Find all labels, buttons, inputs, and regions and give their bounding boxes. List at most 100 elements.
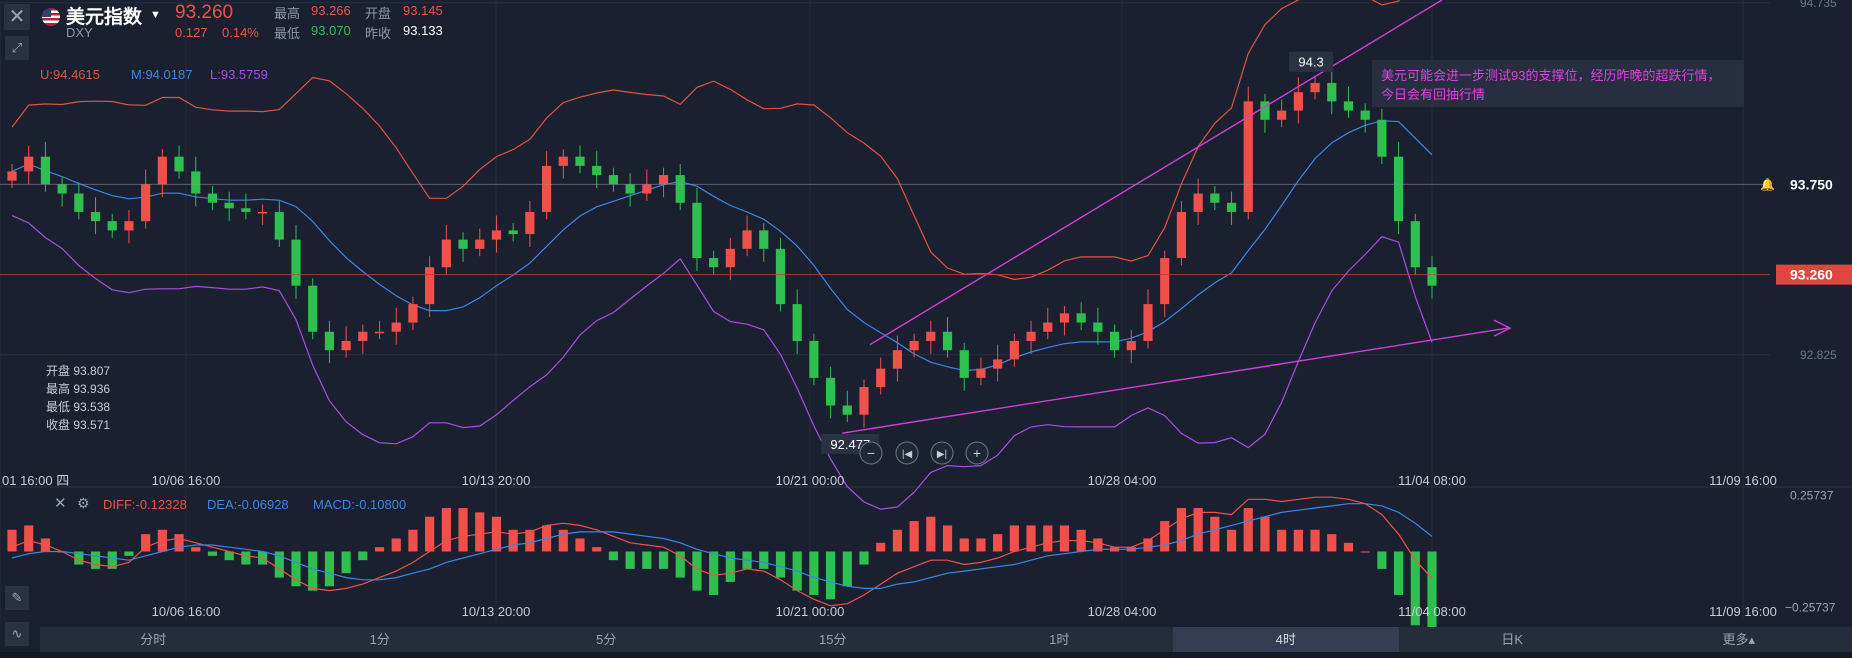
instrument-title[interactable]: 美元指数 xyxy=(66,7,143,28)
tab-more[interactable]: 更多▴ xyxy=(1722,632,1756,647)
candle-body xyxy=(942,331,953,351)
macd-histogram-bar xyxy=(1143,538,1153,552)
macd-histogram-bar xyxy=(1427,551,1437,636)
candle-body xyxy=(1293,92,1303,111)
draw-tool-icon[interactable]: ⤢ xyxy=(5,36,29,60)
diff-line xyxy=(11,496,1433,607)
candle-body xyxy=(40,156,51,185)
macd-histogram-bar xyxy=(942,525,953,552)
skip-back-icon: |◀ xyxy=(902,449,913,460)
macd-histogram-bar xyxy=(592,547,602,552)
tab-timeshare[interactable]: 分时 xyxy=(140,632,167,647)
tab-daily[interactable]: 日K xyxy=(1501,632,1524,647)
macd-histogram-bar xyxy=(993,534,1003,552)
x-tick-label: 10/28 04:00 xyxy=(1088,473,1157,488)
candle-body xyxy=(191,171,201,194)
macd-histogram-bar xyxy=(324,551,335,587)
trend-lines xyxy=(842,0,1512,434)
macd-histogram-bar xyxy=(1410,551,1420,626)
scroll-end-button[interactable] xyxy=(930,441,954,465)
macd-histogram-bar xyxy=(608,551,619,561)
min-label: 92.477 xyxy=(830,437,870,452)
candle-body xyxy=(558,156,568,166)
prev-close-value: 93.133 xyxy=(403,23,443,38)
candle-body xyxy=(441,239,451,268)
close-button[interactable]: ✕ xyxy=(4,4,30,30)
candle-body xyxy=(1059,313,1070,323)
macd-histogram-bar xyxy=(274,551,284,578)
macd-histogram-bar xyxy=(575,538,585,552)
annotation-box[interactable] xyxy=(1372,60,1744,107)
boll-upper-legend: U:94.4615 xyxy=(40,67,100,82)
candle-body xyxy=(892,350,903,369)
candle-body xyxy=(1226,202,1237,212)
candle-body xyxy=(1377,119,1387,157)
tab-1min[interactable]: 1分 xyxy=(369,632,390,647)
boll-lower-legend: L:93.5759 xyxy=(210,67,268,82)
macd-histogram-bar xyxy=(1293,529,1303,552)
candle-body xyxy=(1193,193,1203,212)
x-tick-label: 01 16:00 四 xyxy=(2,473,69,488)
macd-histogram-bar xyxy=(642,551,652,569)
macd-histogram-bar xyxy=(909,521,919,552)
macd-histogram-bar xyxy=(24,525,34,552)
candle-body xyxy=(709,258,719,268)
candle-body xyxy=(1310,82,1320,93)
candle-body xyxy=(775,248,786,305)
macd-histogram-bar xyxy=(859,551,869,565)
tab-4hour[interactable]: 4时 xyxy=(1172,627,1399,652)
macd-x-tick-label: 10/21 00:00 xyxy=(776,604,845,619)
indicator-icon[interactable]: ∿ xyxy=(5,622,29,646)
macd-histogram-bar xyxy=(1327,534,1337,552)
max-label: 94.3 xyxy=(1298,55,1323,70)
zoom-in-button[interactable] xyxy=(965,441,989,465)
macd-histogram-bar xyxy=(692,551,702,591)
high-label: 最高 xyxy=(274,6,301,21)
macd-histogram-bar xyxy=(408,529,418,552)
candle-body xyxy=(625,184,635,194)
pen-icon[interactable]: ✎ xyxy=(5,586,29,610)
tab-5min[interactable]: 5分 xyxy=(596,632,617,647)
candle-body xyxy=(1260,101,1270,120)
annotation-line-2: 今日会有回抽行情 xyxy=(1381,87,1485,102)
macd-panel: 0.25737 −0.25737 xyxy=(7,489,1836,636)
x-tick-label: 11/09 16:00 xyxy=(1709,473,1777,488)
macd-histogram-bar xyxy=(74,551,84,565)
macd-close-icon[interactable]: ✕ xyxy=(54,495,67,512)
macd-histogram-bar xyxy=(7,529,17,552)
settings-icon[interactable]: ⚙ xyxy=(77,495,90,511)
macd-histogram-bar xyxy=(391,538,401,552)
candle-body xyxy=(541,165,552,212)
macd-histogram-bar xyxy=(491,516,502,552)
macd-histogram-bar xyxy=(1226,529,1237,552)
candle-body xyxy=(792,304,802,341)
macd-histogram-bar xyxy=(1260,516,1270,552)
tab-1hour[interactable]: 1时 xyxy=(1049,632,1070,647)
candle-body xyxy=(90,211,101,222)
instrument-symbol: DXY xyxy=(66,25,93,40)
candle-body xyxy=(1343,101,1354,111)
tab-15min[interactable]: 15分 xyxy=(819,632,847,647)
candle-body xyxy=(7,171,17,181)
chevron-down-icon[interactable]: ▼ xyxy=(150,9,161,21)
candle-body xyxy=(742,230,752,249)
candle-body xyxy=(976,368,986,378)
candle-body xyxy=(692,202,702,259)
macd-histogram-bar xyxy=(207,551,218,556)
scroll-start-button[interactable] xyxy=(895,441,919,465)
macd-histogram-bar xyxy=(1093,538,1103,552)
macd-histogram-bar xyxy=(1393,551,1404,595)
macd-x-tick-label: 11/04 08:00 xyxy=(1398,604,1466,619)
macd-histogram-bar xyxy=(842,551,852,587)
candle-body xyxy=(207,193,218,203)
candle-body xyxy=(759,230,769,249)
zoom-out-button[interactable] xyxy=(859,441,883,465)
candle-body xyxy=(1243,101,1253,212)
candle-body xyxy=(157,156,167,185)
candle-body xyxy=(1393,156,1404,222)
candle-body xyxy=(358,331,368,341)
candle-body xyxy=(959,350,969,378)
candle-body xyxy=(909,340,919,351)
candle-body xyxy=(391,322,401,332)
